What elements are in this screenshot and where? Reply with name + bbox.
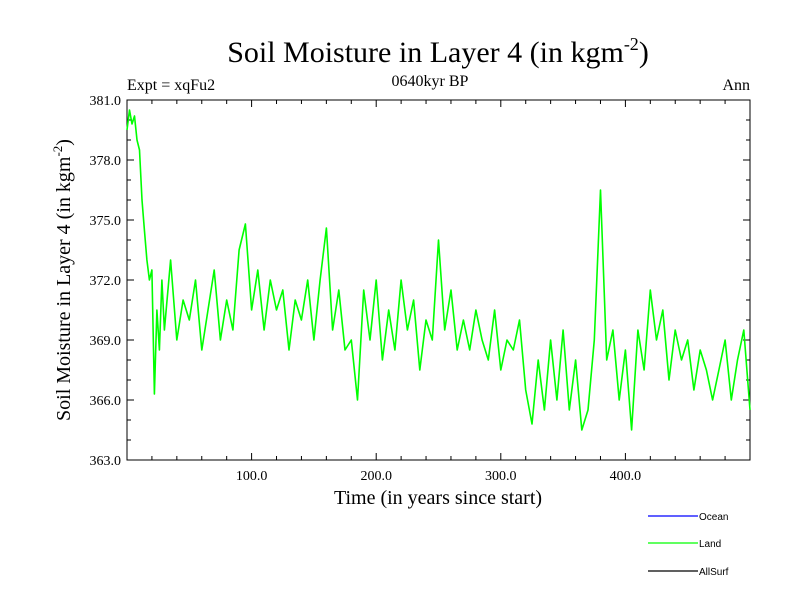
chart-subtitle: 0640kyr BP: [392, 73, 469, 90]
x-tick-label: 200.0: [360, 469, 392, 484]
chart-title: Soil Moisture in Layer 4 (in kgm-2): [227, 34, 649, 69]
x-tick-label: 400.0: [610, 469, 642, 484]
y-axis-label: Soil Moisture in Layer 4 (in kgm-2): [50, 139, 75, 421]
legend-label-land: Land: [699, 539, 721, 550]
y-tick-label: 366.0: [90, 394, 122, 409]
y-tick-label: 363.0: [90, 454, 122, 469]
x-axis-label: Time (in years since start): [334, 487, 542, 509]
y-axis-label-close: ): [53, 139, 75, 146]
plot-frame: [126, 99, 751, 461]
legend: Ocean Land AllSurf: [648, 512, 729, 578]
y-tick-label: 375.0: [90, 214, 122, 229]
series-line-land: [126, 109, 751, 431]
legend-label-ocean: Ocean: [699, 512, 728, 523]
y-tick-label: 378.0: [90, 154, 122, 169]
chart-title-close: ): [639, 36, 649, 69]
legend-label-allsurf: AllSurf: [699, 567, 729, 578]
season-label: Ann: [722, 77, 750, 94]
chart-title-superscript: -2: [624, 34, 639, 54]
y-axis: 363.0 366.0 369.0 372.0 375.0 378.0 381.0: [90, 94, 750, 469]
series-layer: [126, 109, 751, 431]
y-tick-label: 372.0: [90, 274, 122, 289]
x-tick-label: 300.0: [485, 469, 517, 484]
experiment-label: Expt = xqFu2: [127, 77, 215, 94]
x-tick-label: 100.0: [236, 469, 268, 484]
y-tick-label: 381.0: [90, 94, 122, 109]
y-axis-label-superscript: -2: [50, 146, 65, 157]
y-tick-label: 369.0: [90, 334, 122, 349]
x-axis: 100.0 200.0 300.0 400.0: [151, 100, 726, 484]
